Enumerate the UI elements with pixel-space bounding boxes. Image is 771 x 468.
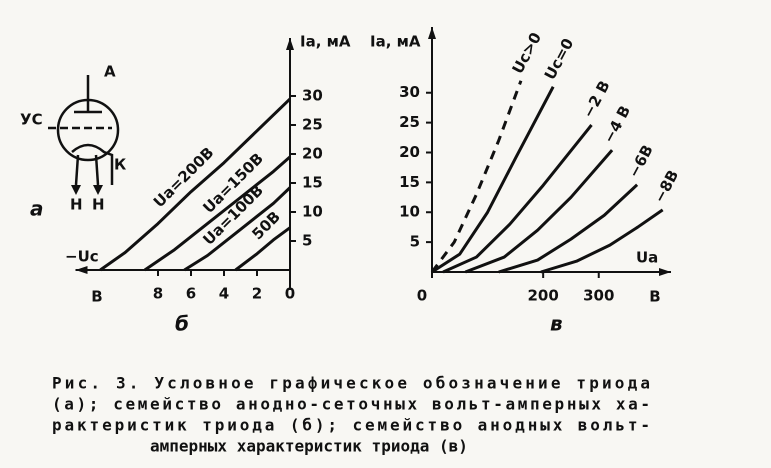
series-label: Uc>0 (509, 29, 546, 76)
y-tick-label: 25 (399, 113, 420, 131)
curve (183, 186, 292, 272)
y-tick-label: 5 (410, 233, 420, 251)
x-axis-label: Uа (636, 249, 658, 267)
series-label: −8В (650, 167, 682, 206)
heater (74, 154, 100, 186)
curve (431, 86, 555, 274)
y-axis-label: Iа, мА (300, 33, 351, 51)
y-arrow (428, 27, 436, 39)
x-tick-label: 8 (153, 285, 163, 303)
x-arrow (75, 266, 88, 274)
caption-line: Рис. 3. Условное графическое обозначение… (52, 374, 650, 393)
panel-label: в (550, 312, 563, 336)
x-tick-label: 0 (285, 285, 295, 303)
y-tick-label: 20 (399, 143, 420, 161)
x-tick-label: 200 (528, 287, 559, 305)
curve (464, 149, 614, 274)
triode-symbol: А УС Н Н К а (20, 63, 127, 221)
x-axis-label: −Uс (65, 248, 99, 266)
grid-label: УС (20, 111, 43, 129)
curve (498, 183, 639, 274)
series-label: Uc=0 (541, 35, 578, 82)
x-tick-label: 300 (583, 287, 614, 305)
y-tick-label: 15 (399, 173, 420, 191)
curve (234, 226, 291, 272)
x-tick-label: 0 (417, 287, 427, 305)
curve (540, 208, 664, 274)
panel-label: б (175, 312, 189, 336)
x-tick-label: 6 (186, 285, 196, 303)
curve (442, 124, 593, 274)
caption-line: амперных характеристик триода (в) (150, 437, 468, 456)
y-tick-label: 30 (399, 83, 420, 101)
cathode-label: К (114, 156, 127, 174)
curve (99, 97, 292, 272)
x-axis-unit: В (91, 288, 102, 306)
caption-line: (а); семейство анодно-сеточных вольт-амп… (52, 395, 650, 414)
y-tick-label: 25 (302, 116, 323, 134)
heater-label: Н (70, 196, 83, 214)
heater-label: Н (92, 196, 105, 214)
y-tick-label: 10 (399, 203, 420, 221)
y-arrow (286, 38, 294, 50)
series-label: −4 В (600, 103, 635, 146)
panel-label: а (30, 197, 44, 221)
y-tick-label: 10 (302, 203, 323, 221)
series-label: −2 В (579, 78, 614, 121)
y-tick-label: 5 (302, 232, 312, 250)
x-arrow (659, 268, 671, 276)
series-label: −6В (625, 142, 657, 181)
anode-label: А (104, 63, 116, 81)
cathode (71, 143, 114, 185)
x-tick-label: 4 (219, 285, 229, 303)
y-axis-label: Iа, мА (370, 33, 421, 51)
y-tick-label: 15 (302, 174, 323, 192)
x-tick-label: 2 (252, 285, 262, 303)
y-tick-label: 20 (302, 145, 323, 163)
y-tick-label: 30 (302, 87, 323, 105)
x-axis-unit: В (649, 288, 660, 306)
curve (143, 155, 291, 272)
curve (430, 80, 523, 273)
caption-line: рактеристик триода (б); семейство анодны… (52, 416, 650, 435)
heater-arrows (71, 185, 103, 195)
